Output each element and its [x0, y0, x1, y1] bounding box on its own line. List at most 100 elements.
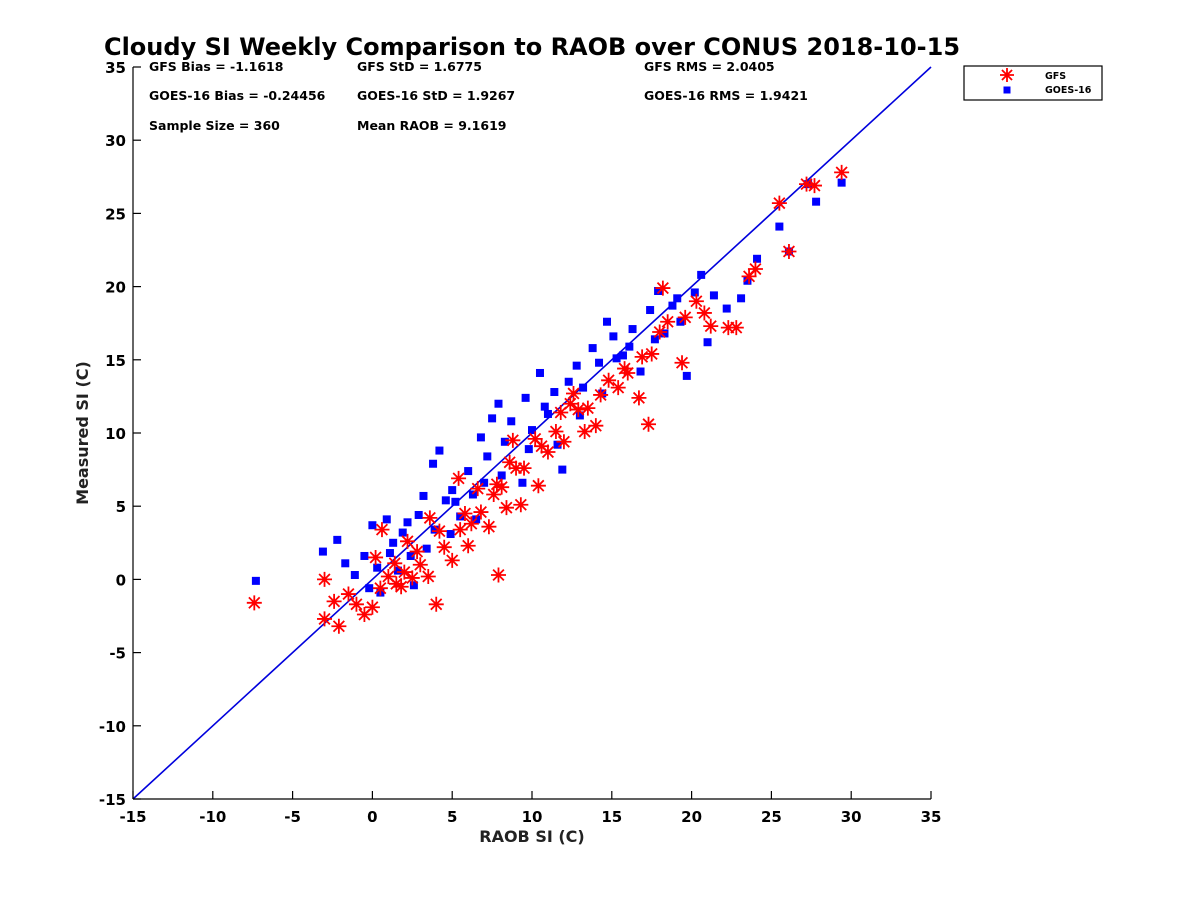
gfs-point: [498, 500, 514, 516]
goes16-point: [382, 515, 391, 524]
gfs-point: [457, 506, 473, 522]
goes16-point: [488, 414, 497, 423]
stat-sample-size: Sample Size = 360: [149, 118, 280, 133]
goes16-point: [579, 383, 588, 392]
goes16-point: [618, 351, 627, 360]
gfs-point: [372, 580, 388, 596]
gfs-point: [348, 596, 364, 612]
gfs-point: [490, 567, 506, 583]
legend-goes-label: GOES-16: [1045, 85, 1092, 96]
gfs-point: [516, 460, 532, 476]
gfs-point: [431, 523, 447, 539]
gfs-point: [428, 596, 444, 612]
goes16-point: [494, 399, 503, 408]
goes16-point: [451, 497, 460, 506]
goes16-point: [628, 325, 637, 334]
gfs-point: [420, 568, 436, 584]
gfs-point: [570, 402, 586, 418]
goes16-point: [464, 467, 473, 476]
goes16-point: [441, 496, 450, 505]
gfs-point: [463, 516, 479, 532]
goes16-point: [660, 329, 669, 338]
gfs-point: [834, 164, 850, 180]
gfs-point: [644, 346, 660, 362]
y-tick-label: 0: [116, 571, 126, 589]
x-axis-label: RAOB SI (C): [479, 827, 584, 846]
gfs-point: [741, 268, 757, 284]
goes16-point: [535, 368, 544, 377]
y-tick-label: 10: [105, 425, 126, 443]
x-tick-label: 5: [447, 808, 457, 826]
gfs-point: [593, 387, 609, 403]
goes16-point: [393, 566, 402, 575]
goes16-point: [419, 491, 428, 500]
goes16-point: [480, 478, 489, 487]
x-tick-label: -15: [119, 808, 146, 826]
gfs-point: [553, 405, 569, 421]
gfs-point: [387, 555, 403, 571]
x-tick-label: 35: [921, 808, 942, 826]
gfs-point: [601, 372, 617, 388]
goes16-point: [435, 446, 444, 455]
gfs-point: [771, 195, 787, 211]
goes16-point: [553, 440, 562, 449]
goes16-point: [521, 393, 530, 402]
goes16-point: [507, 417, 516, 426]
goes16-point: [697, 270, 706, 279]
y-tick-label: 25: [105, 205, 126, 223]
goes16-point: [341, 559, 350, 568]
gfs-point: [806, 178, 822, 194]
gfs-point: [451, 470, 467, 486]
gfs-point: [747, 261, 763, 277]
goes16-point: [389, 538, 398, 547]
goes16-point: [251, 576, 260, 585]
gfs-point: [652, 324, 668, 340]
gfs-point: [562, 396, 578, 412]
stat-gfs-bias: GFS Bias = -1.1618: [149, 59, 283, 74]
goes16-point: [406, 551, 415, 560]
legend-box: [963, 65, 1103, 101]
axis-ticks: -15 -10 -5 0 5 10 15 20 25 30 35 -15 -10 -5 0 5 10 15 20 25…: [99, 59, 942, 826]
goes16-point: [360, 551, 369, 560]
gfs-point: [404, 570, 420, 586]
goes16-point: [812, 197, 821, 206]
goes16-point: [668, 301, 677, 310]
gfs-point: [396, 564, 412, 580]
goes16-point: [603, 317, 612, 326]
gfs-point: [393, 579, 409, 595]
goes16-point: [743, 276, 752, 285]
gfs-point: [588, 418, 604, 434]
gfs-point: [781, 243, 797, 259]
gfs-point: [400, 533, 416, 549]
stat-mean-raob: Mean RAOB = 9.1619: [357, 118, 506, 133]
goes16-point: [575, 411, 584, 420]
x-tick-label: 25: [761, 808, 782, 826]
legend-gfs-asterisk: [1000, 68, 1014, 82]
gfs-point: [548, 424, 564, 440]
x-tick-label: 20: [681, 808, 702, 826]
goes16-point: [572, 361, 581, 370]
goes16-point: [609, 332, 618, 341]
gfs-point: [580, 400, 596, 416]
goes16-point: [368, 521, 377, 530]
goes16-point: [540, 402, 549, 411]
gfs-point: [388, 576, 404, 592]
data-points: [246, 164, 850, 634]
goes16-point: [448, 486, 457, 495]
gfs-point: [412, 557, 428, 573]
y-tick-label: 30: [105, 132, 126, 150]
goes16-point: [722, 304, 731, 313]
stat-goes-bias: GOES-16 Bias = -0.24456: [149, 88, 326, 103]
goes16-point: [518, 478, 527, 487]
gfs-point: [502, 454, 518, 470]
goes16-point: [690, 288, 699, 297]
goes16-point: [318, 547, 327, 556]
goes16-point: [558, 465, 567, 474]
gfs-point: [317, 611, 333, 627]
goes16-point: [646, 306, 655, 315]
goes16-point: [398, 528, 407, 537]
gfs-point: [340, 586, 356, 602]
x-tick-label: 15: [601, 808, 622, 826]
